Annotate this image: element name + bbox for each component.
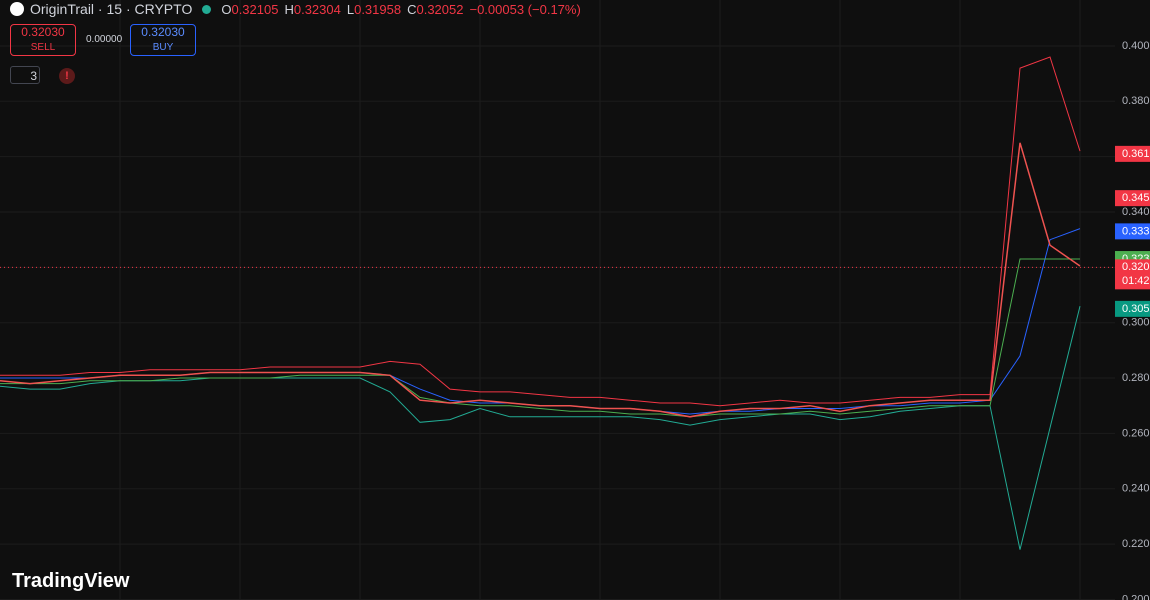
header: OriginTrail · 15 · CRYPTO O0.32105 H0.323…: [10, 1, 581, 17]
ohlc-item: L0.31958: [347, 1, 401, 17]
y-tick-label: 0.240: [1122, 483, 1150, 495]
symbol[interactable]: OriginTrail · 15 · CRYPTO: [30, 1, 193, 17]
price-label-box: [1115, 145, 1150, 162]
status-dot: [202, 4, 212, 14]
price-label: 0.320: [1122, 261, 1150, 273]
logo: TradingView: [12, 570, 130, 592]
series-line: [0, 56, 1081, 407]
price-label: 0.333: [1122, 225, 1150, 237]
ohlc-item: H0.32304: [284, 1, 340, 17]
indicators-count: 3: [30, 69, 37, 83]
ohlc: O0.32105 H0.32304 L0.31958 C0.32052: [221, 1, 463, 17]
ohlc-value: 0.32052: [416, 2, 464, 17]
indicators-toggle[interactable]: 3: [10, 66, 40, 84]
ohlc-item: C0.32052: [407, 1, 463, 17]
series-line: [0, 142, 1081, 418]
ohlc-key: H: [284, 2, 294, 17]
y-tick-label: 0.300: [1122, 317, 1150, 329]
price-label-box: [1115, 259, 1150, 290]
price-label-box: [1115, 300, 1150, 317]
ohlc-key: L: [346, 2, 355, 17]
sell-label: SELL: [30, 42, 56, 53]
sell-price: 0.32030: [21, 25, 65, 39]
price-label-box: [1115, 223, 1150, 240]
series-line: [0, 258, 1080, 418]
price-label: 0.361: [1122, 148, 1150, 160]
buy-label: BUY: [152, 42, 174, 53]
buy-price: 0.32030: [141, 25, 185, 39]
ohlc-value: 0.31958: [354, 2, 402, 17]
y-tick-label: 0.380: [1122, 95, 1150, 107]
ohlc-value: 0.32304: [293, 2, 341, 17]
price-label: 0.345: [1122, 192, 1150, 204]
y-tick-label: 0.280: [1122, 372, 1150, 384]
price-label-box: [1115, 190, 1150, 207]
y-tick-label: 0.400: [1122, 40, 1150, 52]
warning-icon[interactable]: !: [59, 68, 75, 84]
y-tick-label: 0.340: [1122, 206, 1150, 218]
sell-button[interactable]: 0.32030 SELL: [10, 24, 76, 56]
price-label: 0.305: [1122, 303, 1150, 315]
change: −0.00053 (−0.17%): [469, 1, 581, 17]
y-tick-label: 0.220: [1122, 538, 1150, 550]
ohlc-item: O0.32105: [221, 1, 278, 17]
y-tick-label: 0.200: [1122, 593, 1150, 600]
ohlc-key: C: [407, 2, 417, 17]
buy-button[interactable]: 0.32030 BUY: [130, 24, 196, 56]
ohlc-key: O: [221, 2, 232, 17]
y-tick-label: 0.260: [1122, 427, 1150, 439]
countdown: 01:42: [1122, 275, 1150, 287]
symbol-icon: [10, 2, 24, 16]
spread: 0.00000: [86, 34, 123, 45]
series-line: [0, 228, 1081, 415]
ohlc-value: 0.32105: [231, 2, 279, 17]
series-line: [0, 305, 1081, 550]
